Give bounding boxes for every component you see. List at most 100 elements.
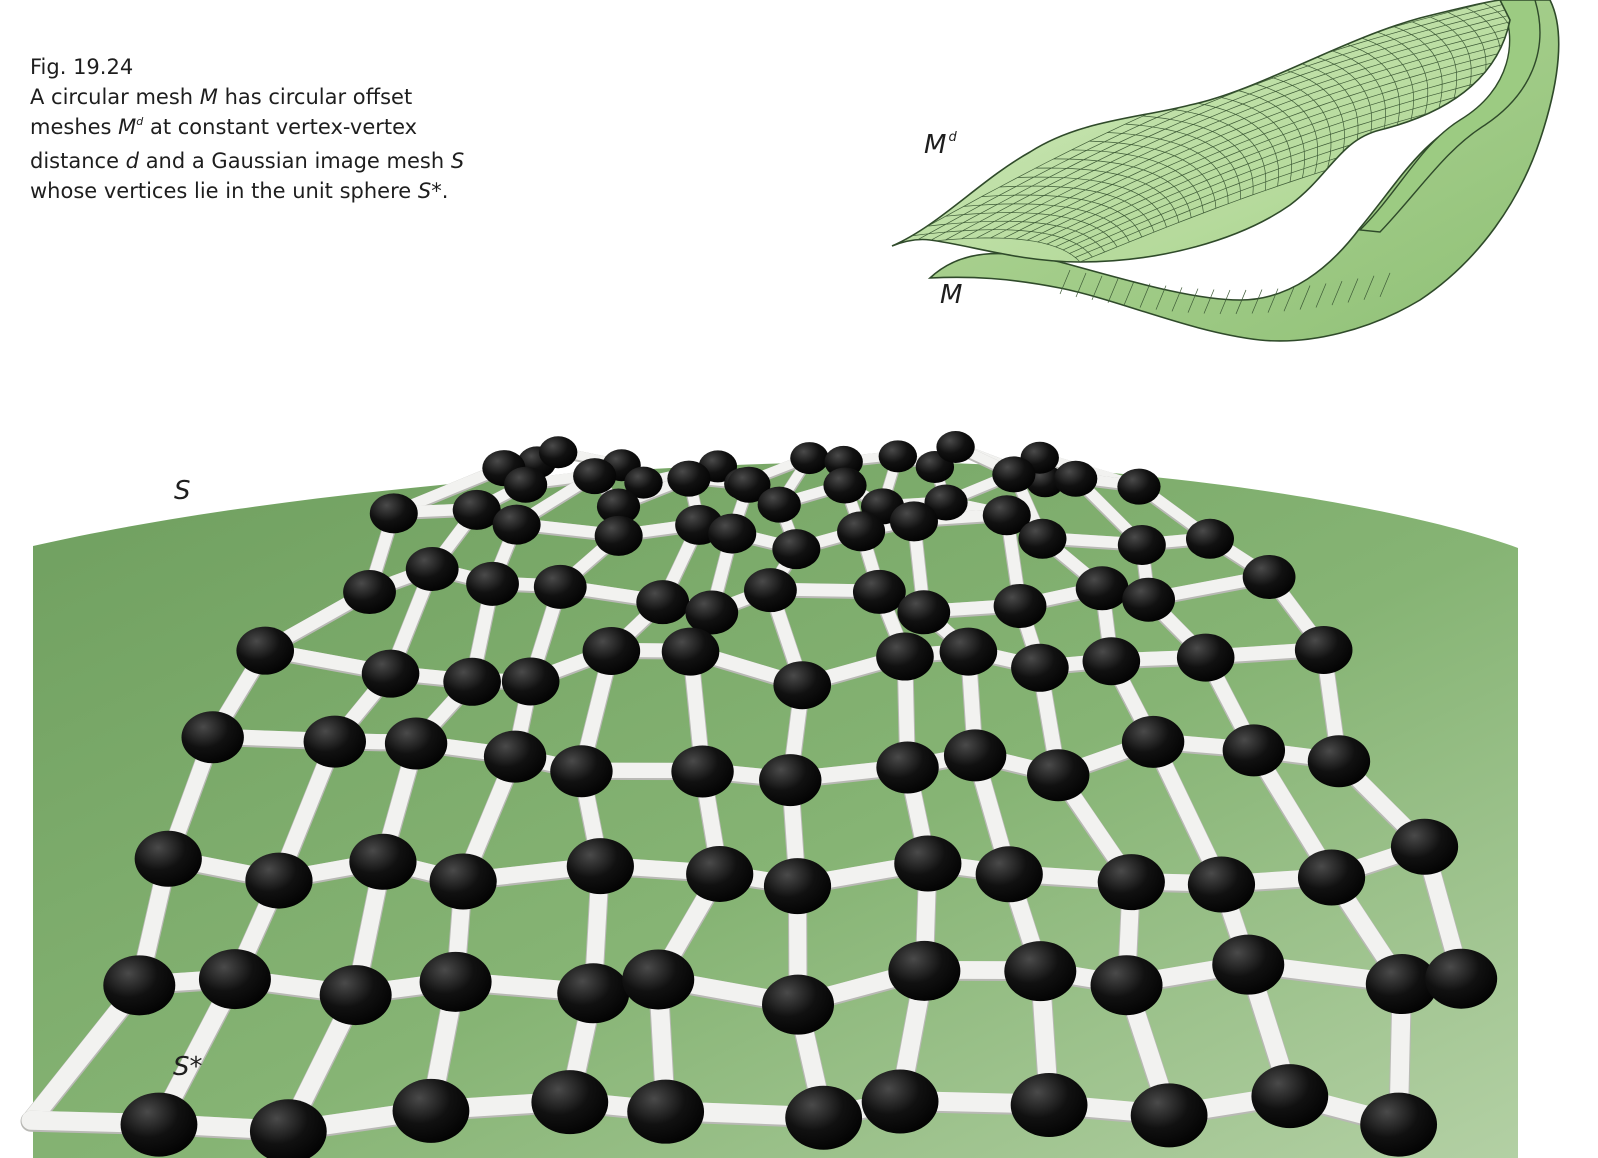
mesh-vertex [727, 466, 771, 503]
caption-line-1: A circular mesh M has circular offset [30, 85, 413, 109]
mesh-vertex [361, 649, 420, 698]
mesh-vertex [557, 963, 630, 1024]
mesh-vertex [1054, 460, 1098, 497]
mesh-vertex [878, 440, 918, 473]
mesh-vertex [594, 515, 643, 556]
mesh-vertex [627, 1079, 705, 1144]
mesh-vertex [1122, 577, 1175, 622]
mesh-vertex [1425, 948, 1498, 1009]
mesh-vertex [181, 711, 244, 764]
mesh-vertex [492, 504, 541, 545]
gaussian-image-figure [20, 431, 1518, 1158]
mesh-md-sheet [891, 0, 1511, 263]
mesh-vertex [943, 729, 1007, 782]
mesh-vertex [762, 974, 835, 1035]
mesh-vertex [501, 657, 560, 706]
mesh-vertex [1294, 625, 1353, 674]
mesh-vertex [876, 632, 934, 681]
caption-line-4: whose vertices lie in the unit sphere S*… [30, 179, 449, 203]
mesh-vertex [1390, 818, 1459, 875]
mesh-vertex [744, 568, 797, 613]
mesh-vertex [1176, 633, 1235, 682]
mesh-vertex [772, 529, 821, 570]
mesh-vertex [685, 590, 739, 635]
mesh-vertex [236, 626, 295, 675]
mesh-vertex [1117, 524, 1166, 565]
mesh-vertex [759, 754, 822, 807]
mesh-vertex [667, 460, 711, 497]
mesh-vertex [573, 458, 617, 495]
label-gauss-mesh: S [174, 476, 191, 506]
mesh-vertex [1075, 566, 1129, 611]
mesh-vertex [531, 1070, 609, 1135]
mesh-vertex [405, 546, 459, 591]
mesh-vertex [876, 741, 939, 794]
mesh-vertex [993, 583, 1047, 628]
mesh-vertex [392, 1078, 470, 1143]
mesh-vertex [1365, 954, 1438, 1015]
mesh-vertex [1297, 849, 1366, 906]
mesh-vertex [661, 627, 720, 676]
mesh-vertex [103, 955, 176, 1016]
mesh-vertex [671, 745, 734, 798]
mesh-vertex [708, 513, 757, 554]
mesh-vertex [1097, 854, 1165, 911]
mesh-vertex [897, 590, 951, 635]
mesh-vertex [483, 730, 547, 783]
mesh-vertex [419, 951, 492, 1012]
mesh-vertex [889, 501, 938, 542]
caption-line-2: meshes Md at constant vertex-vertex [30, 115, 418, 139]
label-unit-sphere: S* [173, 1052, 203, 1082]
mesh-vertex [596, 488, 641, 525]
mesh-vertex [443, 657, 501, 706]
mesh-vertex [249, 1099, 327, 1158]
mesh-vertex [785, 1085, 863, 1150]
mesh-vertex [975, 846, 1043, 903]
mesh-vertex [1090, 955, 1163, 1016]
mesh-vertex [429, 853, 497, 910]
mesh-vertex [936, 431, 975, 464]
mesh-vertex [198, 949, 271, 1010]
mesh-m-sheet [927, 0, 1560, 342]
mesh-vertex [245, 852, 313, 909]
mesh-vertex [504, 466, 548, 503]
mesh-vertex [636, 580, 690, 625]
mesh-vertex [319, 965, 392, 1026]
mesh-vertex [1004, 941, 1077, 1002]
mesh-vertex [349, 833, 417, 890]
mesh-vertex [1222, 724, 1286, 777]
mesh-vertex [1027, 749, 1090, 802]
mesh-vertex [763, 858, 832, 915]
mesh-vertex [622, 949, 695, 1010]
figure-number: Fig. 19.24 [30, 55, 134, 79]
mesh-vertex [566, 838, 634, 895]
mesh-vertex [1307, 735, 1371, 788]
caption-line-3: distance d and a Gaussian image mesh S [30, 149, 465, 173]
mesh-vertex [1212, 934, 1285, 995]
mesh-vertex [1121, 715, 1185, 768]
mesh-vertex [303, 715, 366, 768]
mesh-vertex [134, 830, 202, 887]
mesh-vertex [533, 564, 587, 609]
mesh-vertex [686, 845, 754, 902]
mesh-vertex [538, 436, 578, 469]
mesh-vertex [550, 745, 613, 798]
mesh-vertex [992, 456, 1036, 493]
mesh-vertex [790, 442, 829, 475]
mesh-vertex [982, 495, 1031, 536]
mesh-vertex [1187, 856, 1256, 913]
mesh-vertex [1010, 1073, 1088, 1138]
mesh-vertex [624, 466, 663, 499]
mesh-vertex [1251, 1064, 1329, 1129]
mesh-vertex [1242, 554, 1296, 599]
label-mesh: M [940, 280, 963, 310]
mesh-vertex [1082, 637, 1141, 686]
mesh-vertex [384, 717, 448, 770]
mesh-vertex [888, 940, 961, 1001]
mesh-vertex [1185, 518, 1234, 559]
mesh-vertex [1011, 643, 1069, 692]
mesh-vertex [1130, 1083, 1208, 1148]
figure-caption: Fig. 19.24 A circular mesh M has circula… [30, 52, 500, 206]
mesh-vertex [924, 484, 968, 521]
